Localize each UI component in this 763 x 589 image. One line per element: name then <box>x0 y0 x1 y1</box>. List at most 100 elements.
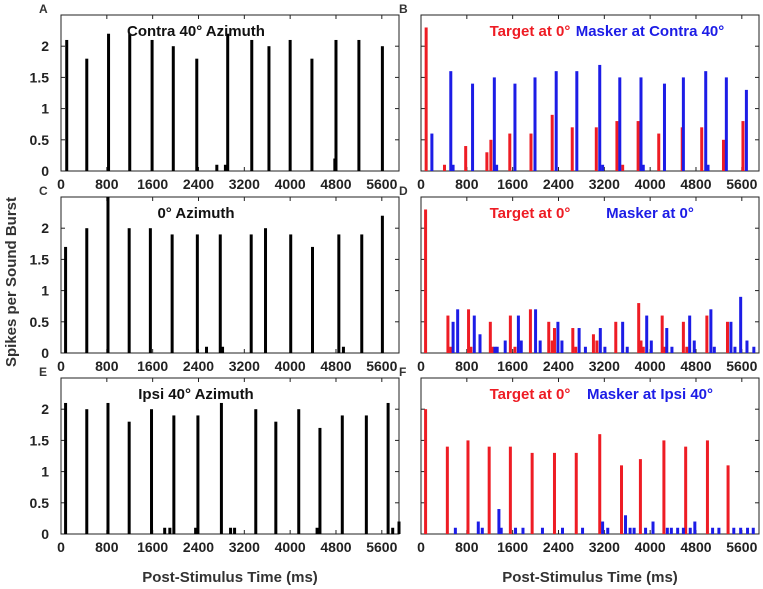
panel-d-masker-bar <box>495 346 499 353</box>
panel-d-masker-bar <box>729 321 733 353</box>
panel-c-bar <box>106 197 110 353</box>
panel-e-ytick-label: 1 <box>41 464 49 480</box>
panel-f-masker-bar <box>628 527 632 534</box>
panel-f-target-bar <box>508 446 512 534</box>
panel-d-masker-bar <box>478 334 482 353</box>
panel-b-masker-bar <box>492 77 496 171</box>
panel-c-bar <box>264 228 268 353</box>
panel-d-target-bar <box>513 346 517 353</box>
panel-b-target-bar <box>721 139 725 171</box>
panel-d-target-bar <box>446 315 450 353</box>
panel-b-xtick-label: 800 <box>455 176 479 192</box>
panel-a-bar <box>310 58 314 171</box>
panel-e-xtick-label: 1600 <box>137 539 168 555</box>
panel-c-ytick-label: 1.5 <box>30 251 50 267</box>
panel-e-bar <box>196 415 200 534</box>
panel-e-xtick-label: 2400 <box>183 539 214 555</box>
panel-c-bar <box>205 346 209 353</box>
panel-b-target-bar <box>621 164 625 171</box>
y-axis-label: Spikes per Sound Burst <box>3 197 20 367</box>
panel-c-xtick-label: 800 <box>95 358 119 374</box>
panel-b-target-bar <box>741 121 745 171</box>
panel-d-xtick-label: 4000 <box>635 358 666 374</box>
panel-a-bar <box>267 46 271 172</box>
panel-d-target-bar <box>641 346 645 353</box>
panel-f-target-bar <box>598 434 602 534</box>
panel-f: F 0 800 1600 2400 3200 4000 4800 5600 Target at 0… <box>399 365 760 555</box>
panel-b-masker-bar <box>744 89 748 171</box>
panel-c-bar <box>380 215 384 353</box>
panel-a-xtick-label: 4000 <box>275 176 306 192</box>
panel-a-bar <box>380 46 384 172</box>
panel-d-target-bar <box>552 328 556 353</box>
panel-e-bar <box>127 421 131 534</box>
panel-c-title: 0° Azimuth <box>157 205 234 222</box>
panel-d-letter: D <box>399 184 408 198</box>
panel-f-masker-bar <box>651 521 655 534</box>
panel-f-masker-bar <box>540 527 544 534</box>
panel-b-masker-bar <box>662 83 666 171</box>
panel-d-masker-bar <box>739 296 743 353</box>
panel-e-bar <box>172 415 176 534</box>
panel-d-target-bar <box>637 303 641 353</box>
panel-f-xtick-label: 800 <box>455 539 479 555</box>
panel-b-masker-bar <box>681 77 685 171</box>
panel-d-masker-bar <box>645 315 649 353</box>
panel-d-xtick-label: 0 <box>417 358 425 374</box>
panel-e-bar <box>254 409 258 534</box>
panel-e-ytick-label: 0 <box>41 526 49 542</box>
panel-e-bar <box>106 402 110 534</box>
panel-d-masker-bar <box>472 315 476 353</box>
panel-b-masker-bar <box>430 133 434 171</box>
panel-e-bar <box>233 527 237 534</box>
chart-panels: A 0 0.5 1 1.5 2 0 800 1600 2400 3200 4000 4800 5600 Co… <box>30 2 760 555</box>
panel-d-target-bar <box>424 209 428 353</box>
panel-c-xtick-label: 1600 <box>137 358 168 374</box>
panel-a-bar <box>107 33 111 171</box>
panel-a-bar <box>85 58 89 171</box>
panel-a-bar <box>215 164 219 171</box>
panel-f-xtick-label: 0 <box>417 539 425 555</box>
panel-e-title: Ipsi 40° Azimuth <box>138 386 253 403</box>
panel-a-bar <box>250 39 254 172</box>
panel-c-bar <box>221 346 225 353</box>
panel-d-masker-bar <box>692 340 696 353</box>
panel-a-xtick-label: 5600 <box>366 176 397 192</box>
panel-d-masker-bar <box>733 346 737 353</box>
panel-e-bar <box>391 527 395 534</box>
panel-c-bar <box>337 234 341 353</box>
panel-d-target-bar <box>469 346 473 353</box>
panel-f-target-bar <box>574 452 578 534</box>
panel-f-masker-bar <box>497 509 501 534</box>
panel-a-bar <box>226 33 230 171</box>
panel-a-xtick-label: 1600 <box>137 176 168 192</box>
panel-d-target-bar <box>571 328 575 353</box>
panel-f-target-bar <box>530 452 534 534</box>
panel-a-xtick-label: 4800 <box>320 176 351 192</box>
panel-e-xtick-label: 5600 <box>366 539 397 555</box>
panel-d-frame <box>420 196 760 354</box>
panel-f-masker-bar <box>746 527 750 534</box>
panel-d-target-bar <box>660 315 664 353</box>
panel-d-masker-bar <box>534 309 538 353</box>
panel-e-xtick-label: 0 <box>57 539 65 555</box>
panel-a-title: Contra 40° Azimuth <box>127 23 265 40</box>
panel-f-masker-bar <box>693 521 697 534</box>
panel-e-bar <box>318 427 322 534</box>
panel-f-xtick-label: 5600 <box>726 539 757 555</box>
panel-e-bar <box>85 409 89 534</box>
panel-b: B 0 800 1600 2400 3200 4000 4800 5600 Target at 0… <box>399 2 760 192</box>
panel-b-masker-bar <box>449 71 453 171</box>
panel-d-masker-bar <box>503 340 507 353</box>
panel-d-masker-legend: Masker at 0° <box>606 205 694 222</box>
panel-f-target-bar <box>620 465 624 534</box>
panel-d-xtick-label: 800 <box>455 358 479 374</box>
panel-e-bar <box>163 527 167 534</box>
panel-f-masker-bar <box>624 515 628 534</box>
panel-f-masker-bar <box>514 527 518 534</box>
panel-b-masker-bar <box>639 77 643 171</box>
panel-f-masker-bar <box>688 527 692 534</box>
panel-f-masker-bar <box>665 527 669 534</box>
panel-c-ytick-label: 0 <box>41 345 49 361</box>
